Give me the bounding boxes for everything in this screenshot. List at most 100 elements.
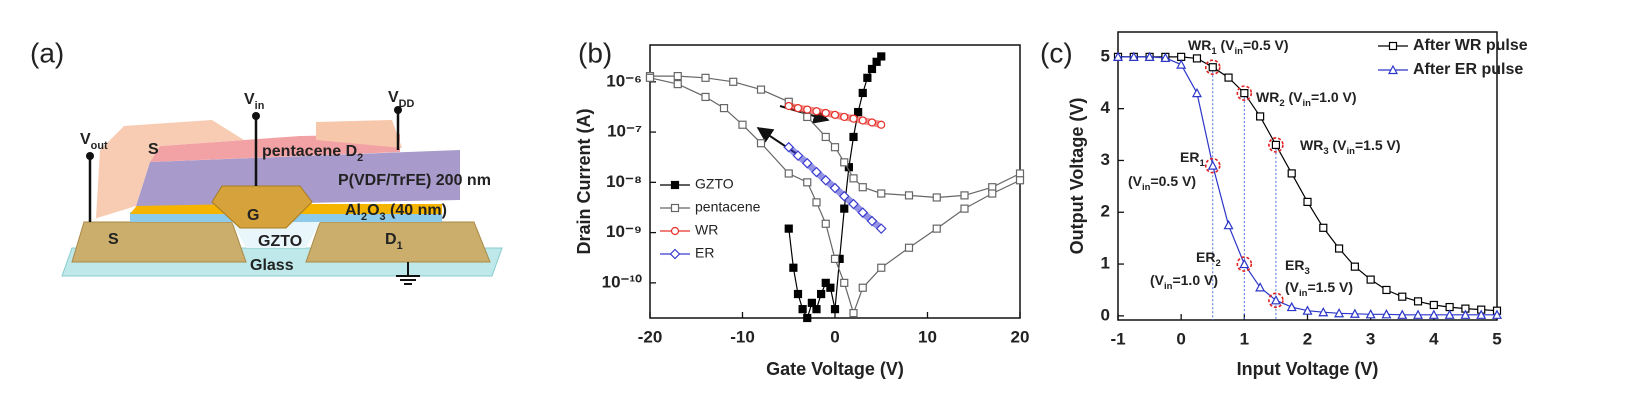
- pvdf-trfe: [136, 150, 460, 206]
- x-tick-label: -1: [1110, 329, 1125, 348]
- legend-label: After ER pulse: [1413, 61, 1523, 78]
- marker: [798, 305, 807, 314]
- x-tick-label: 0: [830, 327, 839, 346]
- diagram-label: Vin: [244, 91, 264, 112]
- x-tick-label: 10: [918, 327, 937, 346]
- marker: [1413, 297, 1423, 306]
- annotation: WR3 (Vin=1.5 V): [1300, 137, 1401, 157]
- annotation: ER1: [1180, 149, 1205, 169]
- annotation-part: =1.0 V): [1172, 272, 1218, 288]
- marker: [1413, 309, 1424, 319]
- marker: [877, 120, 886, 129]
- gate: [211, 185, 313, 229]
- marker: [1398, 292, 1407, 301]
- annotation: ER3: [1285, 257, 1310, 277]
- marker: [904, 191, 914, 200]
- y-tick-label: 10⁻⁹: [606, 222, 642, 241]
- annotation-part: in: [1142, 182, 1151, 193]
- highlight-circle: [1236, 85, 1253, 101]
- marker: [849, 309, 858, 318]
- y-tick-label: 0: [1101, 305, 1110, 324]
- y-tick-label: 4: [1101, 98, 1111, 117]
- source-top: [84, 120, 244, 222]
- annotation-part: =0.5 V): [1243, 37, 1289, 53]
- annotation-part: (V: [1128, 173, 1143, 189]
- legend-marker: [670, 180, 680, 190]
- annotation: ER2: [1196, 249, 1221, 269]
- marker: [877, 52, 886, 61]
- y-tick-label: 10⁻⁸: [606, 172, 642, 191]
- marker: [1460, 309, 1471, 319]
- marker: [738, 120, 747, 129]
- marker: [1224, 73, 1233, 82]
- marker: [1287, 169, 1296, 178]
- marker: [988, 189, 997, 198]
- annotation: WR2 (Vin=1.0 V): [1256, 89, 1357, 109]
- terminal: [86, 152, 94, 160]
- marker: [1223, 219, 1234, 230]
- terminal: [252, 112, 260, 120]
- annotation-part: (V: [1150, 272, 1165, 288]
- highlight-circle: [1204, 157, 1221, 174]
- x-tick-label: 0: [1176, 329, 1185, 348]
- diagram-label-part: Al: [345, 202, 361, 219]
- x-tick-label: 2: [1303, 329, 1312, 348]
- marker: [817, 289, 826, 299]
- marker: [932, 224, 941, 233]
- marker: [848, 198, 859, 210]
- diagram-label-part: Glass: [250, 257, 294, 274]
- marker: [858, 283, 867, 292]
- annotation-part: 1: [1211, 46, 1217, 57]
- marker: [821, 108, 830, 118]
- marker: [1191, 87, 1202, 98]
- annotation-part: 2: [1279, 98, 1284, 109]
- marker: [1144, 51, 1155, 61]
- marker: [830, 110, 840, 119]
- legend-marker: [1388, 41, 1398, 51]
- diagram-label: G: [247, 207, 259, 224]
- marker: [857, 207, 869, 218]
- marker: [1113, 51, 1123, 61]
- source-bottom: [71, 221, 247, 263]
- diagram-label-part: S: [148, 141, 159, 158]
- diagram-label: Glass: [250, 257, 294, 274]
- marker: [784, 169, 793, 178]
- y-tick-label: 1: [1101, 254, 1110, 273]
- marker: [830, 305, 840, 314]
- marker: [872, 57, 881, 66]
- annotation-part: in: [1303, 98, 1312, 109]
- annotation-part: (V: [1285, 89, 1304, 105]
- marker: [812, 107, 821, 116]
- marker: [1318, 306, 1329, 317]
- marker: [854, 107, 863, 117]
- marker: [792, 150, 804, 161]
- marker: [756, 139, 766, 148]
- marker: [1444, 309, 1455, 319]
- marker: [701, 92, 710, 102]
- marker: [803, 313, 812, 323]
- diagram-label-part: 3: [380, 211, 386, 223]
- marker: [673, 80, 682, 89]
- y-tick-label: 5: [1101, 46, 1110, 65]
- annotation-part: ER: [1196, 249, 1215, 265]
- marker: [1476, 309, 1487, 319]
- legend-label: WR: [695, 222, 718, 238]
- y-tick-label: 10⁻¹⁰: [602, 272, 643, 291]
- marker: [801, 157, 813, 169]
- marker: [803, 112, 812, 122]
- marker: [645, 73, 655, 82]
- marker: [849, 174, 858, 183]
- marker: [783, 141, 795, 153]
- marker: [1492, 309, 1502, 319]
- diagram-label-part: V: [244, 91, 255, 108]
- annotation-part: in: [1347, 146, 1356, 157]
- marker: [1302, 305, 1313, 315]
- highlight-circle: [1268, 137, 1284, 153]
- diagram-label-part: pentacene: [262, 143, 346, 160]
- marker: [821, 278, 830, 287]
- marker: [1429, 300, 1438, 310]
- marker: [1397, 309, 1408, 319]
- drain-top: [316, 120, 402, 148]
